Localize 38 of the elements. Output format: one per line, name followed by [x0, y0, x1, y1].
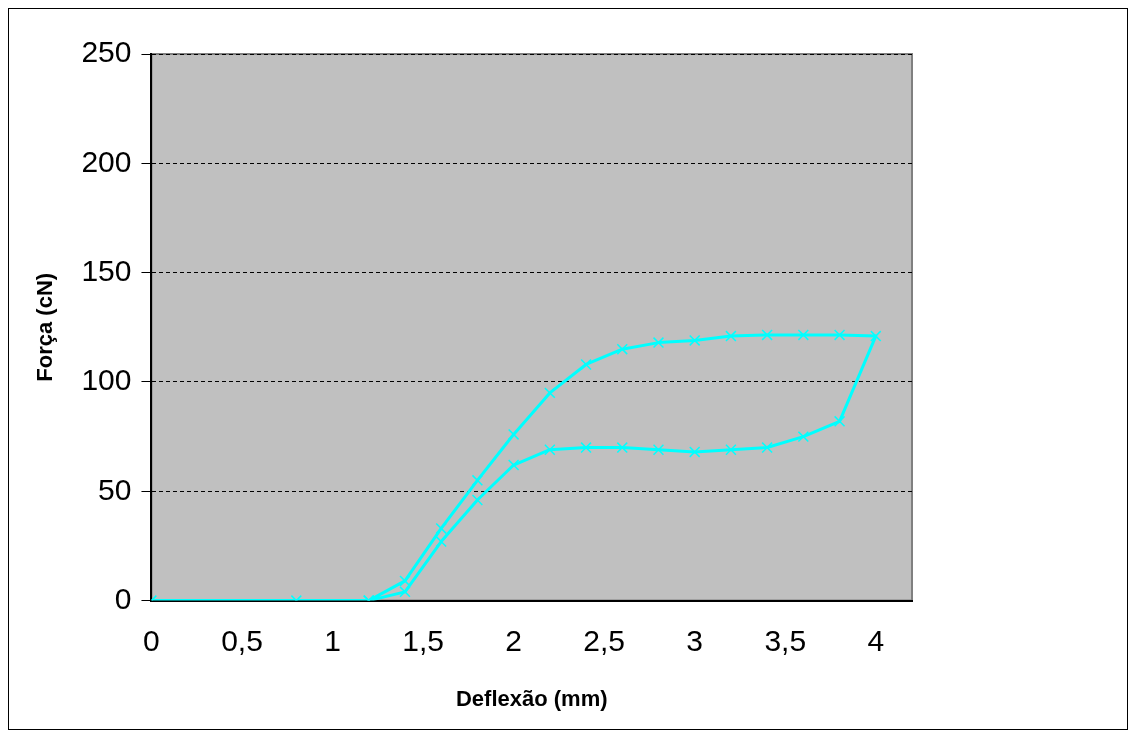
- y-tick-label: 0: [114, 581, 132, 615]
- point: [616, 441, 628, 454]
- point: [544, 444, 556, 456]
- point: [833, 329, 846, 341]
- x-tick-label: 1,5: [402, 623, 444, 657]
- point: [725, 444, 737, 456]
- point: [761, 441, 773, 454]
- y-tick-label: 50: [98, 472, 132, 506]
- point: [689, 446, 701, 458]
- x-tick-label: 3: [686, 623, 704, 657]
- x-tick-label: 2,5: [583, 623, 626, 657]
- y-tick-label: 200: [81, 144, 132, 178]
- point: [580, 358, 592, 371]
- y-axis-title: Força (cN): [32, 272, 58, 382]
- x-axis-title: Deflexão (mm): [455, 685, 608, 711]
- y-tick-label: 150: [81, 253, 132, 287]
- x-tick-label: 0,5: [221, 623, 263, 657]
- point: [761, 329, 773, 341]
- point: [689, 334, 701, 347]
- point: [797, 329, 810, 341]
- x-tick-label: 0: [143, 623, 160, 657]
- point: [652, 336, 665, 349]
- point: [471, 474, 484, 487]
- point: [833, 415, 846, 428]
- x-tick-label: 4: [867, 623, 885, 657]
- y-tick-label: 250: [81, 35, 132, 69]
- x-tick-label: 1: [324, 623, 341, 657]
- x-tick-label: 3,5: [764, 623, 807, 657]
- point: [580, 441, 592, 454]
- x-tick-label: 2: [505, 623, 522, 657]
- point: [507, 459, 520, 471]
- point: [652, 444, 665, 456]
- point: [616, 343, 628, 355]
- y-tick-label: 100: [81, 363, 132, 397]
- point: [870, 330, 882, 342]
- point: [725, 330, 737, 342]
- point: [797, 430, 810, 443]
- point: [471, 494, 484, 506]
